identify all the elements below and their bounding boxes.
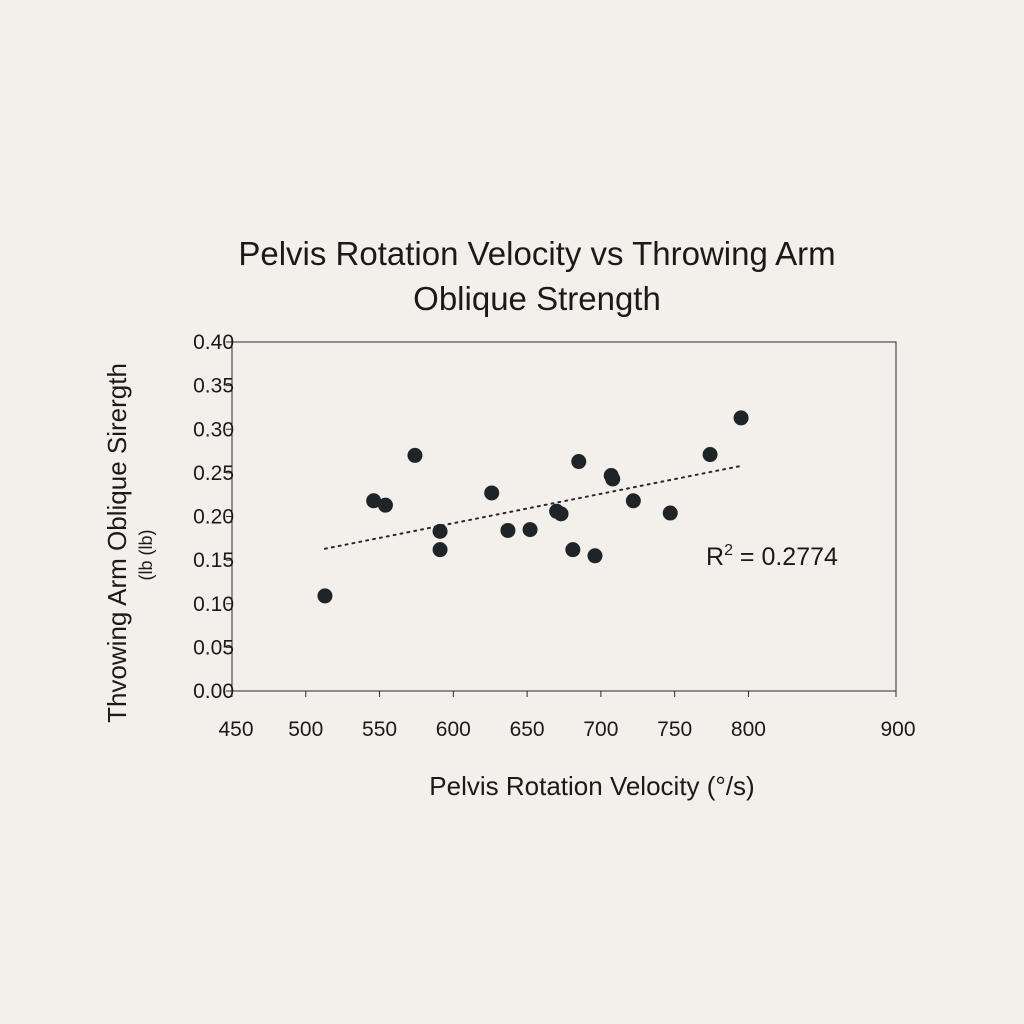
x-tick-label: 800 bbox=[731, 718, 766, 741]
x-tick-label: 450 bbox=[218, 718, 253, 741]
x-tick-label: 700 bbox=[583, 718, 618, 741]
y-tick-label: 0.30 bbox=[193, 418, 234, 441]
x-axis-ticks: 450 500 550 600 650 700 750 800 900 bbox=[218, 691, 916, 741]
y-tick-label: 0.20 bbox=[193, 506, 234, 529]
data-point bbox=[553, 506, 569, 522]
y-axis-ticks: 0.00 0.05 0.10 0.15 0.20 0.25 0.30 0.35 0.40 bbox=[193, 331, 234, 703]
data-point bbox=[733, 410, 749, 426]
y-tick-label: 0.40 bbox=[193, 331, 234, 354]
data-point bbox=[702, 447, 718, 463]
x-tick-label: 600 bbox=[436, 718, 471, 741]
data-point bbox=[662, 505, 678, 521]
y-axis-label: Thvowing Arm Oblique Sirergth bbox=[102, 363, 132, 723]
data-point bbox=[522, 522, 538, 538]
y-axis-unit-label: (lb (lb) bbox=[136, 529, 156, 580]
data-point bbox=[484, 485, 500, 501]
trendline-group bbox=[323, 464, 743, 550]
x-tick-label: 500 bbox=[288, 718, 323, 741]
y-tick-label: 0.10 bbox=[193, 593, 234, 616]
r-squared-value: = 0.2774 bbox=[733, 543, 838, 571]
data-point bbox=[432, 523, 448, 539]
data-point bbox=[432, 542, 448, 558]
r-squared-r: R bbox=[706, 543, 724, 571]
y-tick-label: 0.05 bbox=[193, 636, 234, 659]
r-squared-superscript: 2 bbox=[724, 542, 733, 559]
data-point bbox=[317, 588, 333, 604]
data-point bbox=[377, 497, 393, 513]
x-tick-label: 900 bbox=[880, 718, 915, 741]
data-point bbox=[407, 447, 423, 463]
chart-title-line-2: Oblique Strength bbox=[413, 280, 661, 317]
data-point bbox=[587, 548, 603, 564]
data-point bbox=[571, 454, 587, 470]
data-point bbox=[500, 522, 516, 538]
trendline bbox=[323, 464, 743, 550]
x-tick-label: 750 bbox=[657, 718, 692, 741]
x-tick-label: 650 bbox=[510, 718, 545, 741]
y-tick-label: 0.35 bbox=[193, 375, 234, 398]
y-tick-label: 0.00 bbox=[193, 680, 234, 703]
data-point bbox=[366, 493, 382, 509]
y-tick-label: 0.25 bbox=[193, 462, 234, 485]
r-squared-annotation: R2 = 0.2774 bbox=[706, 542, 838, 571]
x-tick-label: 550 bbox=[362, 718, 397, 741]
y-tick-label: 0.15 bbox=[193, 549, 234, 572]
x-axis-label: Pelvis Rotation Velocity (°/s) bbox=[429, 771, 754, 801]
data-point bbox=[625, 493, 641, 509]
data-point bbox=[605, 471, 621, 487]
data-points-group bbox=[317, 410, 749, 604]
data-point bbox=[565, 542, 581, 558]
chart-title-line-1: Pelvis Rotation Velocity vs Throwing Arm bbox=[238, 235, 835, 272]
